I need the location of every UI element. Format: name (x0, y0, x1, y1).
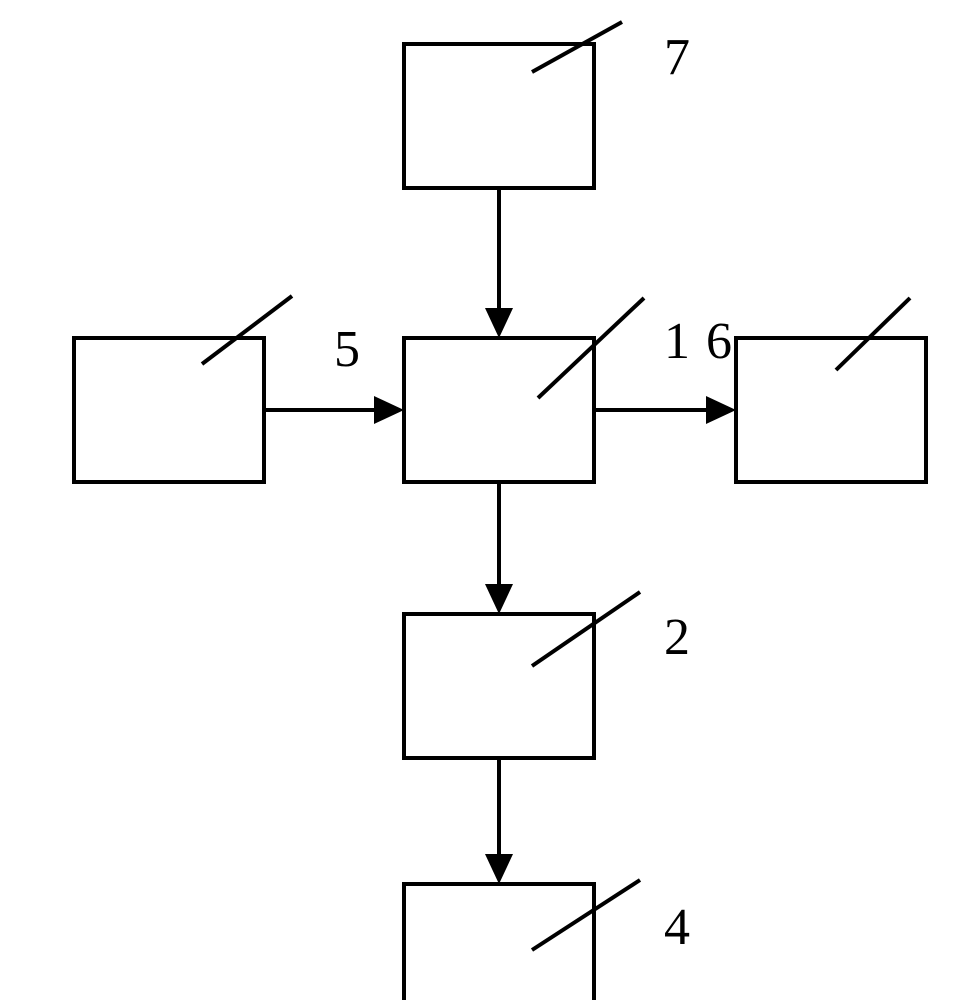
node-box (404, 338, 594, 482)
node-label: 5 (334, 321, 360, 378)
node-label: 7 (664, 29, 690, 86)
block-diagram: 7 5 16 2 4 (0, 0, 974, 1000)
node-box (404, 884, 594, 1000)
node-label: 1 (664, 313, 690, 370)
node-box (736, 338, 926, 482)
node-box (404, 614, 594, 758)
node-label: 6 (706, 313, 732, 370)
node-box (74, 338, 264, 482)
node-box (404, 44, 594, 188)
node-label: 4 (664, 899, 690, 956)
node-label: 2 (664, 609, 690, 666)
